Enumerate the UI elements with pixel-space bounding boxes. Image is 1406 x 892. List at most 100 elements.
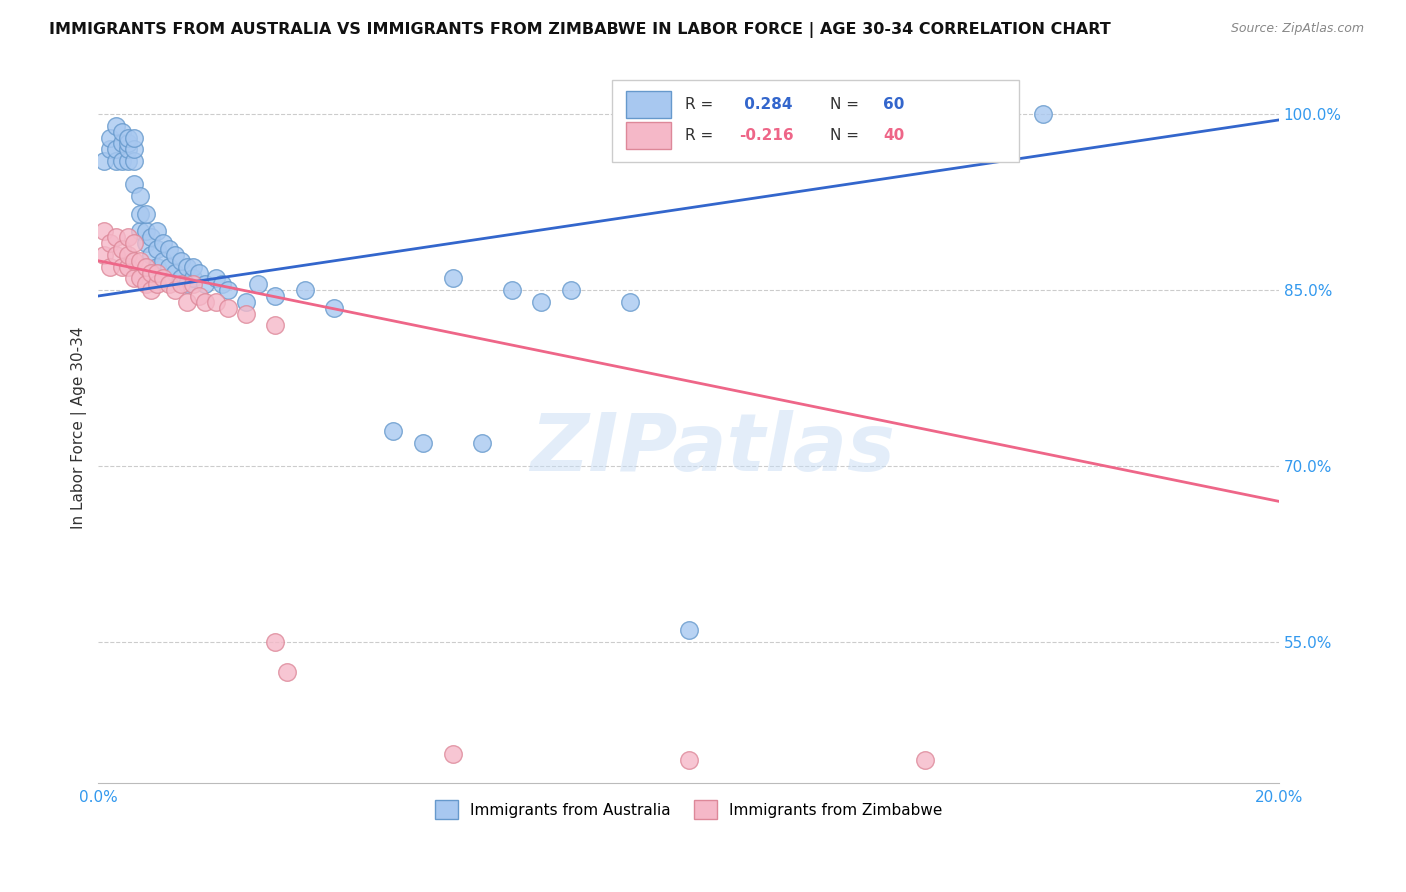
Point xyxy=(146,277,169,292)
Point xyxy=(235,294,257,309)
Point xyxy=(170,271,193,285)
Point xyxy=(217,301,239,315)
Point xyxy=(165,283,187,297)
Point xyxy=(105,230,128,244)
Point xyxy=(117,260,139,274)
Point xyxy=(141,230,163,244)
Point xyxy=(181,260,204,274)
Point xyxy=(128,207,150,221)
Text: ZIPatlas: ZIPatlas xyxy=(530,410,894,488)
Point xyxy=(205,294,228,309)
Point xyxy=(211,277,233,292)
Point xyxy=(560,283,582,297)
Point xyxy=(93,224,115,238)
Point xyxy=(264,635,287,649)
Point xyxy=(157,260,180,274)
Point xyxy=(135,207,157,221)
Text: N =: N = xyxy=(831,128,865,143)
Point xyxy=(205,271,228,285)
Point xyxy=(117,130,139,145)
Text: Source: ZipAtlas.com: Source: ZipAtlas.com xyxy=(1230,22,1364,36)
Point xyxy=(152,271,174,285)
Point xyxy=(128,224,150,238)
Point xyxy=(217,283,239,297)
Point xyxy=(973,107,995,121)
Point xyxy=(678,753,700,767)
Point xyxy=(530,294,553,309)
Point xyxy=(157,277,180,292)
Point xyxy=(122,178,145,192)
Point xyxy=(111,125,134,139)
Point xyxy=(264,318,287,333)
FancyBboxPatch shape xyxy=(612,80,1019,161)
Point xyxy=(141,283,163,297)
Point xyxy=(122,153,145,168)
Point xyxy=(146,242,169,256)
Point xyxy=(264,289,287,303)
Point xyxy=(135,236,157,251)
Point xyxy=(122,130,145,145)
Point xyxy=(235,307,257,321)
Point xyxy=(382,424,405,438)
Point xyxy=(170,277,193,292)
Point xyxy=(93,248,115,262)
Text: R =: R = xyxy=(685,128,718,143)
Point xyxy=(105,153,128,168)
Point xyxy=(111,153,134,168)
FancyBboxPatch shape xyxy=(626,122,671,149)
Point xyxy=(111,242,134,256)
Point xyxy=(323,301,346,315)
Point xyxy=(152,236,174,251)
Text: N =: N = xyxy=(831,96,865,112)
Point xyxy=(187,289,209,303)
Text: 60: 60 xyxy=(883,96,905,112)
Point xyxy=(176,294,198,309)
Point xyxy=(135,224,157,238)
Point xyxy=(146,224,169,238)
Y-axis label: In Labor Force | Age 30-34: In Labor Force | Age 30-34 xyxy=(72,326,87,529)
Point xyxy=(117,153,139,168)
Point xyxy=(194,294,217,309)
Point xyxy=(117,230,139,244)
Point xyxy=(98,142,121,156)
Point xyxy=(117,248,139,262)
Point xyxy=(181,277,204,292)
Point xyxy=(128,271,150,285)
Point xyxy=(441,747,464,761)
Text: -0.216: -0.216 xyxy=(740,128,794,143)
Point xyxy=(105,248,128,262)
Point xyxy=(141,248,163,262)
Point xyxy=(98,236,121,251)
Point xyxy=(471,435,494,450)
Point xyxy=(501,283,523,297)
Point xyxy=(117,142,139,156)
Text: R =: R = xyxy=(685,96,718,112)
Point xyxy=(98,130,121,145)
Point xyxy=(170,253,193,268)
Point xyxy=(294,283,316,297)
Point xyxy=(194,277,217,292)
Point xyxy=(111,136,134,151)
Text: 40: 40 xyxy=(883,128,904,143)
Text: IMMIGRANTS FROM AUSTRALIA VS IMMIGRANTS FROM ZIMBABWE IN LABOR FORCE | AGE 30-34: IMMIGRANTS FROM AUSTRALIA VS IMMIGRANTS … xyxy=(49,22,1111,38)
Point xyxy=(157,242,180,256)
Point xyxy=(276,665,298,679)
Point xyxy=(146,265,169,279)
Point xyxy=(152,253,174,268)
Point xyxy=(135,260,157,274)
Point xyxy=(187,265,209,279)
Point xyxy=(141,265,163,279)
Point xyxy=(128,189,150,203)
Point xyxy=(165,248,187,262)
Point xyxy=(135,277,157,292)
Point xyxy=(1032,107,1054,121)
Point xyxy=(105,119,128,133)
Text: 0.284: 0.284 xyxy=(740,96,793,112)
Point xyxy=(111,260,134,274)
Point xyxy=(176,277,198,292)
Point xyxy=(619,294,641,309)
Legend: Immigrants from Australia, Immigrants from Zimbabwe: Immigrants from Australia, Immigrants fr… xyxy=(429,794,949,825)
Point xyxy=(128,253,150,268)
Point xyxy=(122,271,145,285)
Point xyxy=(146,260,169,274)
